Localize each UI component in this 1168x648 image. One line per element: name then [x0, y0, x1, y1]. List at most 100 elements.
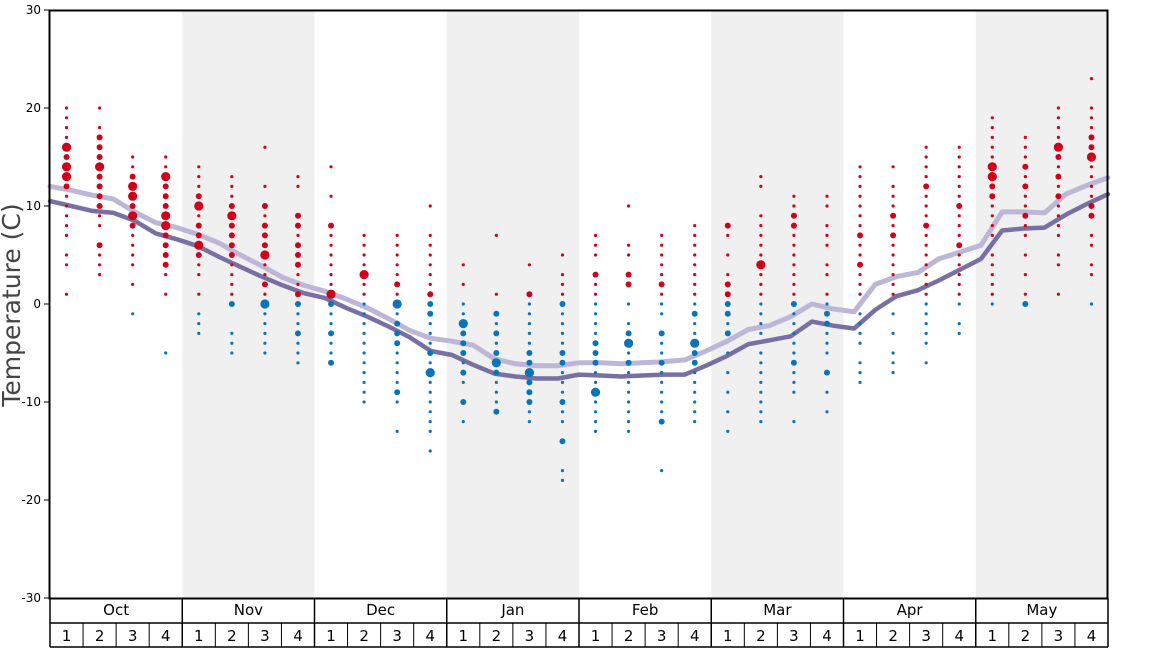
temperature-dot	[924, 322, 928, 326]
temperature-dot	[197, 292, 201, 296]
temperature-dot	[1056, 135, 1061, 139]
temperature-dot	[924, 165, 928, 169]
temperature-dot	[891, 282, 895, 286]
temperature-dot	[825, 263, 829, 267]
temperature-dot	[957, 165, 961, 169]
temperature-dot	[823, 369, 830, 376]
temperature-dot	[131, 233, 135, 237]
temperature-dot	[726, 429, 730, 433]
temperature-dot	[990, 116, 994, 120]
temperature-dot	[362, 400, 366, 404]
temperature-dot	[693, 331, 697, 335]
temperature-dot	[989, 193, 996, 200]
temperature-dot	[560, 253, 565, 257]
temperature-dot	[230, 194, 234, 198]
temperature-dot	[759, 243, 763, 247]
temperature-dot	[329, 351, 333, 355]
temperature-dot	[759, 380, 763, 384]
temperature-dot	[693, 233, 697, 237]
temperature-dot	[394, 340, 401, 347]
temperature-dot	[296, 233, 300, 237]
temperature-dot	[1053, 142, 1064, 152]
temperature-dot	[759, 322, 763, 326]
temperature-dot	[128, 211, 138, 221]
temperature-dot	[625, 281, 632, 288]
temperature-dot	[329, 253, 333, 257]
temperature-dot	[759, 302, 763, 306]
week-label: 3	[260, 627, 270, 645]
temperature-dot	[294, 252, 301, 258]
week-label: 4	[822, 627, 832, 645]
week-label: 1	[194, 627, 204, 645]
temperature-dot	[428, 420, 432, 424]
temperature-dot	[294, 242, 301, 249]
temperature-dot	[261, 242, 268, 249]
temperature-dot	[61, 142, 72, 152]
temperature-dot	[1088, 144, 1095, 151]
temperature-dot	[97, 253, 102, 257]
temperature-dot	[726, 233, 730, 237]
temperature-dot	[1089, 165, 1094, 169]
temperature-dot	[923, 183, 930, 190]
temperature-dot	[64, 214, 69, 218]
temperature-dot	[493, 369, 500, 376]
week-label: 1	[855, 627, 865, 645]
temperature-dot	[957, 145, 961, 149]
temperature-dot	[428, 263, 432, 267]
temperature-dot	[392, 299, 402, 309]
temperature-dot	[228, 232, 235, 239]
temperature-dot	[790, 222, 797, 229]
temperature-dot	[329, 165, 333, 169]
temperature-dot	[296, 184, 300, 188]
temperature-dot	[693, 322, 697, 326]
temperature-dot	[790, 212, 797, 219]
temperature-dot	[792, 312, 796, 316]
temperature-dot	[1056, 233, 1061, 237]
temperature-dot	[460, 340, 467, 347]
temperature-dot	[294, 261, 301, 268]
temperature-dot	[759, 312, 763, 316]
temperature-dot	[362, 351, 366, 355]
temperature-dot	[693, 273, 697, 277]
temperature-dot	[263, 322, 267, 326]
month-label: Feb	[632, 601, 659, 619]
temperature-dot	[428, 331, 432, 335]
temperature-dot	[660, 273, 664, 277]
temperature-dot	[458, 319, 468, 329]
week-label: 4	[425, 627, 435, 645]
temperature-dot	[823, 320, 830, 327]
temperature-dot	[924, 312, 928, 316]
temperature-dot	[428, 204, 432, 208]
temperature-dot	[197, 322, 201, 326]
temperature-dot	[957, 292, 961, 296]
temperature-dot	[263, 273, 267, 277]
temperature-dot	[494, 380, 498, 384]
temperature-dot	[759, 410, 763, 414]
temperature-dot	[759, 282, 763, 286]
temperature-dot	[131, 155, 135, 159]
temperature-dot	[64, 263, 69, 267]
temperature-dot	[329, 263, 333, 267]
temperature-dot	[792, 273, 796, 277]
temperature-dot	[560, 380, 565, 384]
temperature-dot	[359, 270, 369, 280]
temperature-dot	[990, 126, 994, 130]
temperature-dot	[623, 338, 634, 348]
y-tick-label: 10	[26, 199, 41, 213]
temperature-dot	[593, 400, 598, 404]
temperature-dot	[957, 233, 961, 237]
temperature-dot	[957, 184, 961, 188]
temperature-dot	[494, 341, 498, 345]
temperature-dot	[328, 301, 335, 307]
month-label: Jan	[500, 601, 524, 619]
temperature-dot	[362, 292, 366, 296]
temperature-dot	[161, 221, 171, 231]
temperature-dot	[625, 271, 632, 278]
temperature-dot	[1056, 214, 1061, 218]
temperature-dot	[592, 340, 599, 347]
temperature-dot	[626, 400, 631, 404]
temperature-dot	[195, 222, 202, 229]
temperature-dot	[593, 380, 598, 384]
temperature-dot	[792, 390, 796, 394]
